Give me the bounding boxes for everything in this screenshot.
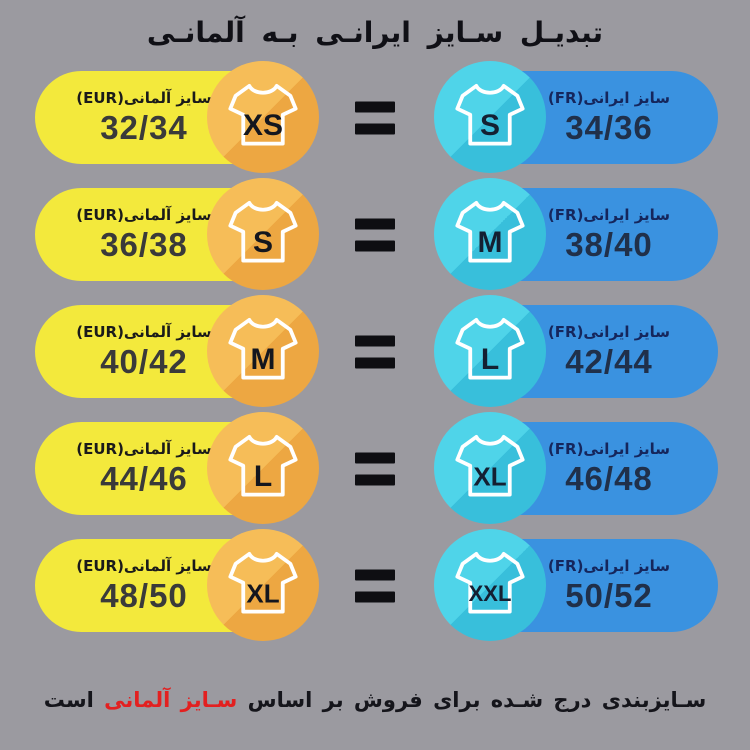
german-size-pill: سایز آلمانی(EUR) 32/34 XS [35,61,319,173]
tshirt-icon [228,200,298,263]
iranian-size-pill: M سایز ایرانی(FR) 38/40 [434,178,718,290]
iranian-size-value: 50/52 [565,576,653,614]
iranian-size-pill: L سایز ایرانی(FR) 42/44 [434,295,718,407]
tshirt-icon [455,434,525,497]
german-size-label: سایز آلمانی(EUR) [76,439,212,458]
equals-icon [355,569,395,602]
iranian-size-letter: L [480,342,500,376]
footer-note-suffix: است [43,688,94,712]
iranian-size-text: سایز ایرانی(FR) 38/40 [514,188,704,281]
shirt-badge: L [434,295,546,407]
german-size-pill: سایز آلمانی(EUR) 48/50 XL [35,529,319,641]
tshirt-icon [228,551,298,614]
german-size-pill: سایز آلمانی(EUR) 40/42 M [35,295,319,407]
tshirt-icon [455,317,525,380]
german-size-value: 36/38 [100,225,188,263]
german-size-text: سایز آلمانی(EUR) 36/38 [49,188,239,281]
german-size-text: سایز آلمانی(EUR) 48/50 [49,539,239,632]
german-size-value: 40/42 [100,342,188,380]
iranian-size-label: سایز ایرانی(FR) [547,88,671,107]
tshirt-icon [228,83,298,146]
iranian-size-pill: XL سایز ایرانی(FR) 46/48 [434,412,718,524]
german-size-label: سایز آلمانی(EUR) [76,556,212,575]
size-row: سایز آلمانی(EUR) 32/34 XS S سایز ایرانی(… [0,61,750,173]
iranian-size-letter: S [479,108,501,142]
iranian-size-letter: M [477,225,503,259]
iranian-size-value: 42/44 [565,342,653,380]
iranian-size-label: سایز ایرانی(FR) [547,556,671,575]
iranian-size-value: 38/40 [565,225,653,263]
german-size-label: سایز آلمانی(EUR) [76,322,212,341]
iranian-size-letter: XXL [468,580,512,606]
german-size-value: 32/34 [100,108,188,146]
equals-icon [355,101,395,134]
footer-note-highlight: سـایز آلمانی [104,688,238,712]
tshirt-icon [228,317,298,380]
shirt-badge: XXL [434,529,546,641]
shirt-badge: L [207,412,319,524]
size-row: سایز آلمانی(EUR) 40/42 M L سایز ایرانی(F… [0,295,750,407]
german-size-value: 48/50 [100,576,188,614]
german-size-letter: M [250,342,276,376]
german-size-text: سایز آلمانی(EUR) 44/46 [49,422,239,515]
german-size-label: سایز آلمانی(EUR) [76,88,212,107]
tshirt-icon [455,83,525,146]
iranian-size-value: 34/36 [565,108,653,146]
footer-note-prefix: سـایزبندی درج شـده برای فروش بر اساس [247,688,707,712]
iranian-size-pill: XXL سایز ایرانی(FR) 50/52 [434,529,718,641]
tshirt-icon [455,551,525,614]
german-size-label: سایز آلمانی(EUR) [76,205,212,224]
iranian-size-label: سایز ایرانی(FR) [547,205,671,224]
iranian-size-text: سایز ایرانی(FR) 50/52 [514,539,704,632]
equals-icon [355,218,395,251]
shirt-badge: M [434,178,546,290]
iranian-size-text: سایز ایرانی(FR) 46/48 [514,422,704,515]
shirt-badge: XL [207,529,319,641]
size-conversion-rows: سایز آلمانی(EUR) 32/34 XS S سایز ایرانی(… [0,61,750,641]
tshirt-icon [228,434,298,497]
shirt-badge: S [434,61,546,173]
german-size-pill: سایز آلمانی(EUR) 36/38 S [35,178,319,290]
german-size-letter: XS [242,108,284,142]
iranian-size-letter: XL [473,461,507,492]
size-row: سایز آلمانی(EUR) 36/38 S M سایز ایرانی(F… [0,178,750,290]
german-size-pill: سایز آلمانی(EUR) 44/46 L [35,412,319,524]
shirt-badge: XL [434,412,546,524]
iranian-size-label: سایز ایرانی(FR) [547,322,671,341]
footer-note: سـایزبندی درج شـده برای فروش بر اساس سـا… [0,688,750,712]
iranian-size-pill: S سایز ایرانی(FR) 34/36 [434,61,718,173]
size-row: سایز آلمانی(EUR) 44/46 L XL سایز ایرانی(… [0,412,750,524]
equals-icon [355,452,395,485]
iranian-size-label: سایز ایرانی(FR) [547,439,671,458]
iranian-size-value: 46/48 [565,459,653,497]
tshirt-icon [455,200,525,263]
german-size-text: سایز آلمانی(EUR) 32/34 [49,71,239,164]
german-size-letter: XL [246,578,280,609]
iranian-size-text: سایز ایرانی(FR) 34/36 [514,71,704,164]
german-size-text: سایز آلمانی(EUR) 40/42 [49,305,239,398]
german-size-letter: S [252,225,274,259]
german-size-value: 44/46 [100,459,188,497]
iranian-size-text: سایز ایرانی(FR) 42/44 [514,305,704,398]
shirt-badge: M [207,295,319,407]
equals-icon [355,335,395,368]
size-row: سایز آلمانی(EUR) 48/50 XL XXL سایز ایران… [0,529,750,641]
german-size-letter: L [253,459,273,493]
page-title: تبدیـل سـایز ایرانـی بـه آلمانـی [146,16,604,49]
shirt-badge: XS [207,61,319,173]
shirt-badge: S [207,178,319,290]
